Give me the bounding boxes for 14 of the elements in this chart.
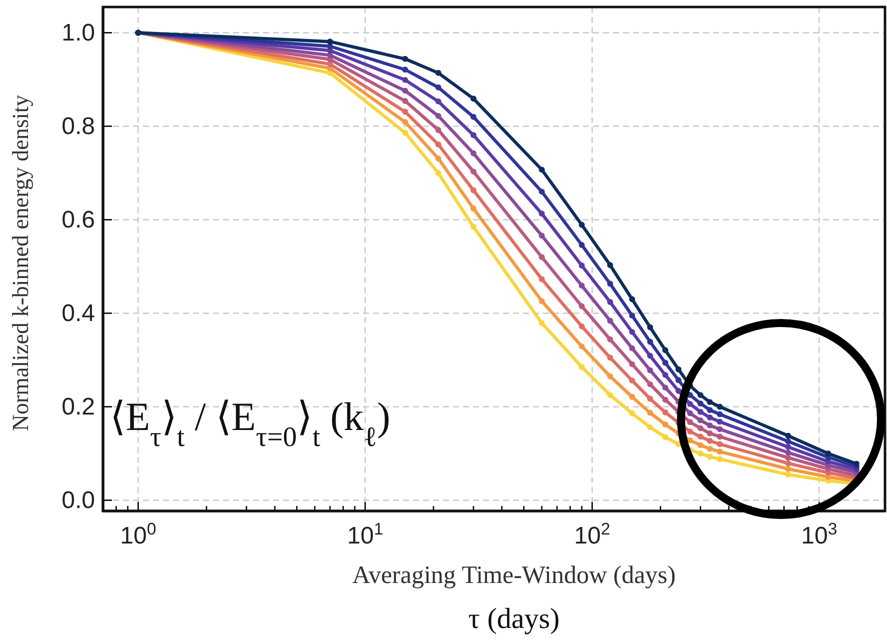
- text: ⟨E$_{τ}$⟩$_{t}$ / ⟨E$_{τ=0}$⟩$_{t}$ (k$_{ℓ}$): [110, 394, 390, 452]
- x-tick-label: 10$^{0}$: [120, 518, 156, 550]
- text: τ (days): [468, 603, 560, 635]
- x-tick-label: 10$^{1}$: [347, 518, 384, 550]
- y-tick-label: 0.6: [62, 206, 95, 234]
- y-tick-label: 0.0: [62, 486, 95, 514]
- y-tick-label: 0.8: [62, 112, 95, 140]
- y-tick-label: 1.0: [62, 19, 95, 46]
- x-tick-label: 10$^{2}$: [574, 518, 610, 550]
- x-tick-label: 10$^{3}$: [801, 518, 838, 550]
- y-tick-label: 0.4: [62, 300, 95, 327]
- y-axis-title: Normalized k-binned energy density: [8, 94, 33, 432]
- x-axis-title: Averaging Time-Window (days): [352, 562, 676, 589]
- y-tick-label: 0.2: [62, 393, 95, 420]
